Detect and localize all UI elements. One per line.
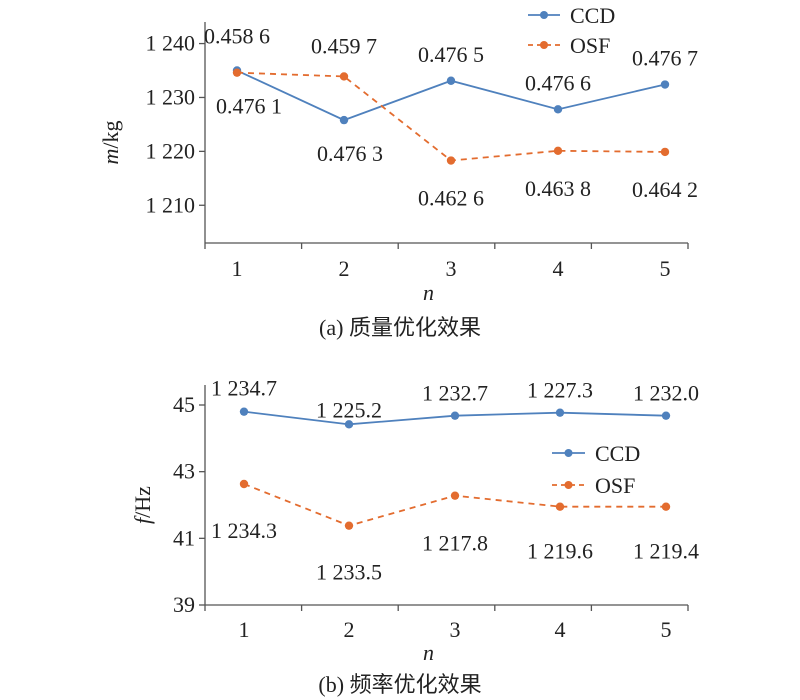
data-point-osf [555, 502, 565, 511]
data-point-ccd [661, 411, 671, 420]
x-tick-label: 3 [450, 617, 461, 642]
legend-label-ccd: CCD [570, 3, 615, 28]
y-tick-label: 43 [173, 459, 195, 484]
x-tick-label: 2 [339, 256, 350, 281]
x-tick-label: 1 [239, 617, 250, 642]
data-point-ccd [660, 80, 670, 89]
y-axis-label-unit: /kg [98, 120, 123, 148]
x-axis-label: n [423, 280, 434, 305]
x-tick-label: 5 [661, 617, 672, 642]
y-axis-label-symbol: m [98, 149, 123, 165]
data-point-osf [553, 146, 563, 156]
data-point-osf [446, 156, 456, 165]
data-label-osf: 1 219.6 [527, 539, 593, 564]
x-tick-label: 5 [660, 256, 671, 281]
data-label-ccd: 0.476 5 [418, 42, 484, 67]
data-point-ccd [239, 407, 249, 416]
data-label-ccd: 1 234.7 [211, 376, 277, 401]
data-point-osf [450, 491, 460, 500]
data-point-osf [239, 479, 249, 489]
x-tick-label: 4 [555, 617, 566, 642]
data-label-ccd: 0.476 6 [525, 70, 591, 95]
x-tick-label: 4 [553, 256, 564, 281]
data-point-osf [232, 68, 242, 77]
data-point-ccd [555, 408, 565, 417]
data-label-osf: 1 219.4 [633, 539, 699, 564]
data-point-ccd [344, 420, 354, 429]
data-label-osf: 0.464 2 [632, 177, 698, 202]
legend-label-osf: OSF [570, 33, 610, 58]
figure-caption: (a) 质量优化效果 [319, 315, 481, 340]
y-axis-label: m/kg [98, 120, 123, 164]
data-label-ccd: 1 225.2 [316, 397, 382, 422]
figure-caption: (b) 频率优化效果 [318, 672, 481, 697]
legend-label-ccd: CCD [595, 441, 640, 466]
data-label-osf: 0.463 8 [525, 176, 591, 201]
data-point-ccd [339, 115, 349, 125]
data-label-osf: 0.458 6 [204, 24, 270, 49]
legend-marker-ccd [540, 11, 548, 19]
legend-marker-ccd [564, 449, 573, 457]
x-tick-label: 1 [232, 256, 243, 281]
data-label-ccd: 1 232.7 [422, 381, 488, 406]
data-label-osf: 1 217.8 [422, 531, 488, 556]
legend-marker-osf [540, 41, 548, 49]
y-tick-label: 1 210 [146, 192, 196, 217]
x-axis-label: n [423, 640, 434, 665]
y-tick-label: 45 [173, 392, 195, 417]
y-axis-label: f/Hz [130, 486, 155, 524]
series-line-osf [236, 71, 666, 162]
data-point-osf [660, 147, 670, 157]
data-label-osf: 0.459 7 [311, 33, 377, 58]
data-point-osf [661, 502, 671, 511]
data-label-osf: 1 234.3 [211, 518, 277, 543]
y-axis-label-symbol: f [130, 515, 155, 524]
data-point-ccd [446, 76, 456, 85]
data-label-osf: 1 233.5 [316, 560, 382, 585]
legend-marker-osf [564, 481, 573, 489]
y-tick-label: 1 240 [146, 31, 196, 56]
data-label-ccd: 0.476 3 [317, 141, 383, 166]
data-label-ccd: 0.476 1 [216, 94, 282, 119]
y-axis-label-unit: /Hz [130, 486, 155, 518]
x-tick-label: 3 [446, 256, 457, 281]
y-tick-label: 41 [173, 525, 195, 550]
data-label-ccd: 1 232.0 [633, 381, 699, 406]
y-tick-label: 39 [173, 592, 195, 617]
chart-panel-a: 1 210 1 220 1 230 1 240 1 2 3 4 5 n m/kg (a) 质量优化效果… [98, 3, 698, 340]
legend-label-osf: OSF [595, 473, 635, 498]
data-label-ccd: 0.476 7 [632, 46, 698, 71]
x-tick-label: 2 [344, 617, 355, 642]
data-label-ccd: 1 227.3 [527, 378, 593, 403]
data-point-ccd [553, 105, 563, 114]
data-point-ccd [450, 411, 460, 420]
y-tick-label: 1 220 [146, 138, 196, 163]
data-point-osf [344, 521, 354, 530]
data-point-osf [339, 72, 349, 81]
data-label-osf: 0.462 6 [418, 186, 484, 211]
y-tick-label: 1 230 [146, 84, 196, 109]
